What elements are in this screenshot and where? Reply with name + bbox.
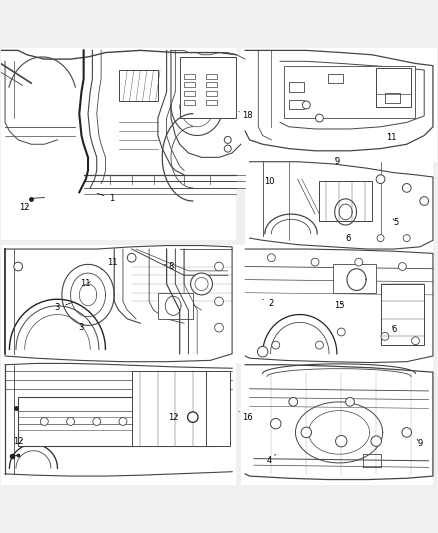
Bar <box>241 48 437 161</box>
Text: 10: 10 <box>264 177 275 186</box>
Circle shape <box>14 262 22 271</box>
Circle shape <box>336 435 347 447</box>
Text: 1: 1 <box>97 193 115 203</box>
Polygon shape <box>62 264 114 326</box>
Bar <box>385 93 400 103</box>
Circle shape <box>191 273 212 295</box>
Bar <box>289 100 304 109</box>
Circle shape <box>337 328 345 336</box>
Bar <box>206 74 217 79</box>
Bar <box>206 372 230 446</box>
Text: 16: 16 <box>239 411 253 422</box>
Circle shape <box>215 297 223 306</box>
Circle shape <box>376 175 385 183</box>
Bar <box>381 284 424 345</box>
Bar <box>241 245 433 362</box>
Bar <box>158 293 193 319</box>
Circle shape <box>93 417 101 425</box>
Bar <box>119 70 158 101</box>
Polygon shape <box>347 269 366 290</box>
Bar <box>206 100 217 105</box>
Circle shape <box>215 323 223 332</box>
Bar <box>184 91 195 96</box>
Circle shape <box>195 277 208 290</box>
Text: 12: 12 <box>19 203 30 212</box>
Bar <box>162 245 250 362</box>
Polygon shape <box>165 296 181 316</box>
Polygon shape <box>335 199 357 225</box>
Bar <box>166 53 254 188</box>
Circle shape <box>119 417 127 425</box>
Circle shape <box>403 183 411 192</box>
Circle shape <box>215 262 223 271</box>
Text: 5: 5 <box>393 219 399 228</box>
Text: 11: 11 <box>81 279 91 288</box>
Circle shape <box>272 341 280 349</box>
Bar <box>180 57 237 118</box>
Bar <box>1 48 237 240</box>
Bar <box>206 91 217 96</box>
Text: 9: 9 <box>334 157 339 166</box>
Text: 3: 3 <box>55 302 72 312</box>
Bar <box>285 66 416 118</box>
Circle shape <box>402 427 412 437</box>
Text: 4: 4 <box>267 454 276 465</box>
Bar <box>289 82 304 92</box>
Text: 15: 15 <box>334 301 344 310</box>
Bar <box>18 398 215 446</box>
Circle shape <box>399 263 406 270</box>
Circle shape <box>224 145 231 152</box>
Circle shape <box>268 254 276 262</box>
Circle shape <box>355 258 363 266</box>
Circle shape <box>381 333 389 340</box>
Text: 6: 6 <box>345 233 350 243</box>
Text: 11: 11 <box>386 133 397 142</box>
Text: 12: 12 <box>168 413 178 422</box>
Bar <box>376 68 411 107</box>
Circle shape <box>187 412 198 422</box>
Text: 8: 8 <box>164 262 173 271</box>
Bar <box>184 82 195 87</box>
Text: 18: 18 <box>239 111 253 120</box>
Bar <box>332 264 376 293</box>
Circle shape <box>311 258 319 266</box>
Circle shape <box>346 398 354 406</box>
Circle shape <box>403 235 410 241</box>
Text: 6: 6 <box>391 325 396 334</box>
Circle shape <box>127 253 136 262</box>
Bar <box>1 362 237 485</box>
Text: 9: 9 <box>417 439 423 448</box>
Bar <box>184 100 195 105</box>
Bar <box>328 74 343 83</box>
Bar <box>245 161 433 249</box>
Circle shape <box>289 398 297 406</box>
Circle shape <box>40 417 48 425</box>
Bar <box>319 181 372 221</box>
Text: 3: 3 <box>79 322 90 332</box>
Bar <box>206 82 217 87</box>
Circle shape <box>412 337 420 345</box>
Text: 2: 2 <box>263 299 274 308</box>
Circle shape <box>67 417 74 425</box>
Circle shape <box>302 101 310 109</box>
Bar <box>132 372 215 446</box>
Text: 12: 12 <box>13 437 23 446</box>
Bar <box>1 245 237 362</box>
Circle shape <box>377 235 384 241</box>
Circle shape <box>420 197 428 205</box>
Text: 11: 11 <box>101 257 117 269</box>
Bar <box>184 74 195 79</box>
Circle shape <box>224 136 231 143</box>
Circle shape <box>371 436 381 446</box>
Circle shape <box>315 341 323 349</box>
Circle shape <box>271 418 281 429</box>
Bar <box>241 362 433 485</box>
Circle shape <box>315 114 323 122</box>
Circle shape <box>301 427 311 438</box>
Circle shape <box>258 346 268 357</box>
